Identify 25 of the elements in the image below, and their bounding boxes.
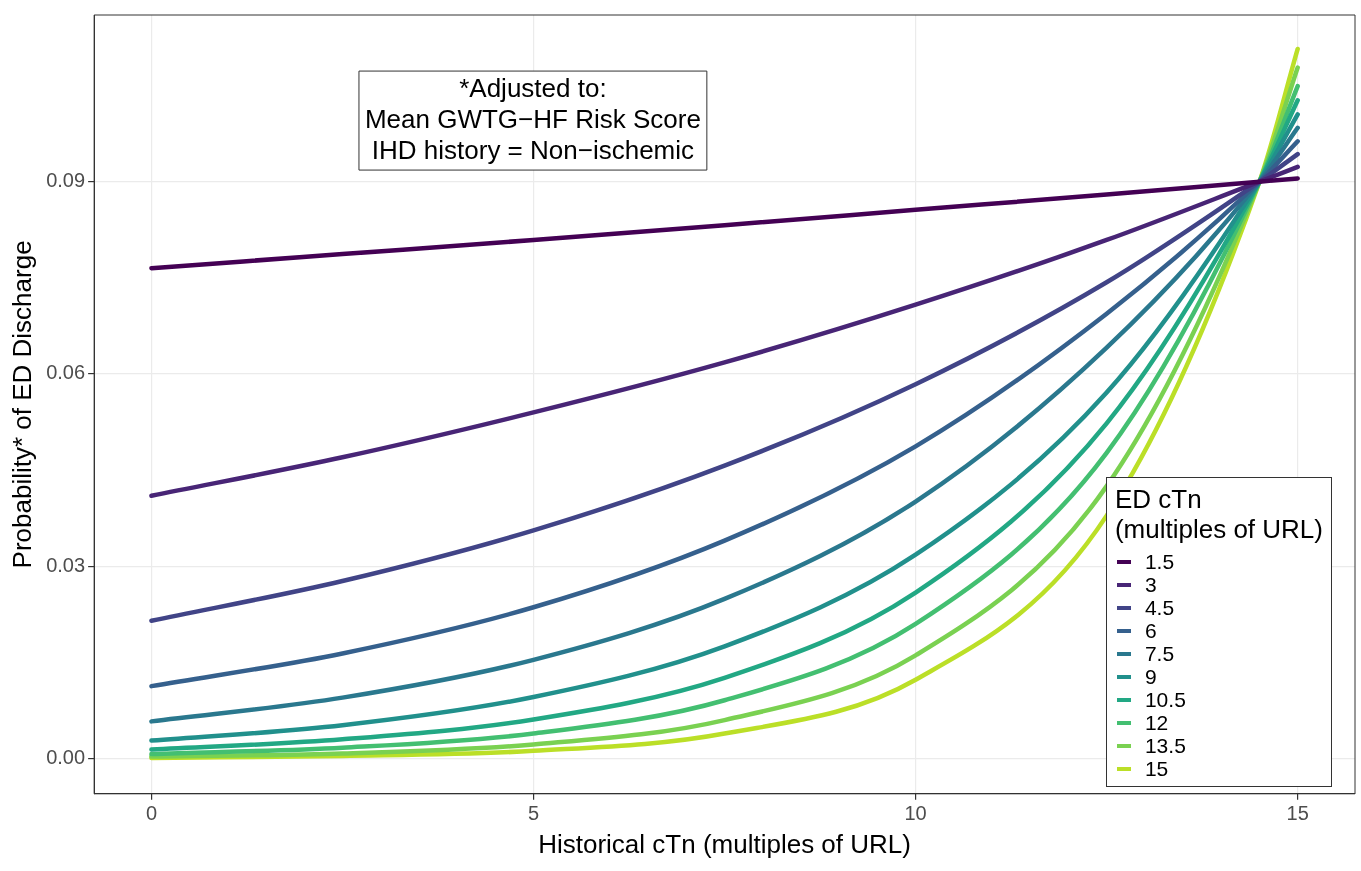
x-tick-label: 5 bbox=[527, 802, 540, 825]
legend-title: ED cTn (multiples of URL) bbox=[1114, 484, 1323, 544]
legend-label: 9 bbox=[1144, 665, 1157, 688]
annotation: Mean GWTG−HF Risk Score bbox=[364, 103, 701, 134]
x-axis-title: Historical cTn (multiples of URL) bbox=[538, 828, 911, 859]
legend-label: 13.5 bbox=[1144, 734, 1186, 757]
legend-label: 4.5 bbox=[1144, 596, 1175, 619]
x-tick-label: 0 bbox=[145, 802, 157, 825]
legend-label: 1.5 bbox=[1144, 550, 1175, 573]
x-tick-label: 15 bbox=[1286, 802, 1309, 825]
y-tick-label: 0.03 bbox=[46, 553, 86, 576]
x-tick-label: 10 bbox=[904, 802, 927, 825]
legend-label: 12 bbox=[1144, 711, 1169, 734]
legend-label: 7.5 bbox=[1144, 642, 1175, 665]
legend-label: 15 bbox=[1144, 757, 1169, 780]
y-tick-label: 0.00 bbox=[46, 746, 86, 769]
annotation: *Adjusted to: bbox=[459, 72, 607, 103]
y-tick-label: 0.09 bbox=[46, 169, 86, 192]
legend-label: 3 bbox=[1144, 573, 1157, 596]
y-tick-label: 0.06 bbox=[46, 361, 86, 384]
y-axis-title: Probability* of ED Discharge bbox=[6, 240, 37, 569]
line-series bbox=[149, 176, 1300, 271]
annotation: IHD history = Non−ischemic bbox=[371, 134, 695, 165]
legend-label: 6 bbox=[1144, 619, 1157, 642]
legend-label: 10.5 bbox=[1144, 688, 1186, 711]
